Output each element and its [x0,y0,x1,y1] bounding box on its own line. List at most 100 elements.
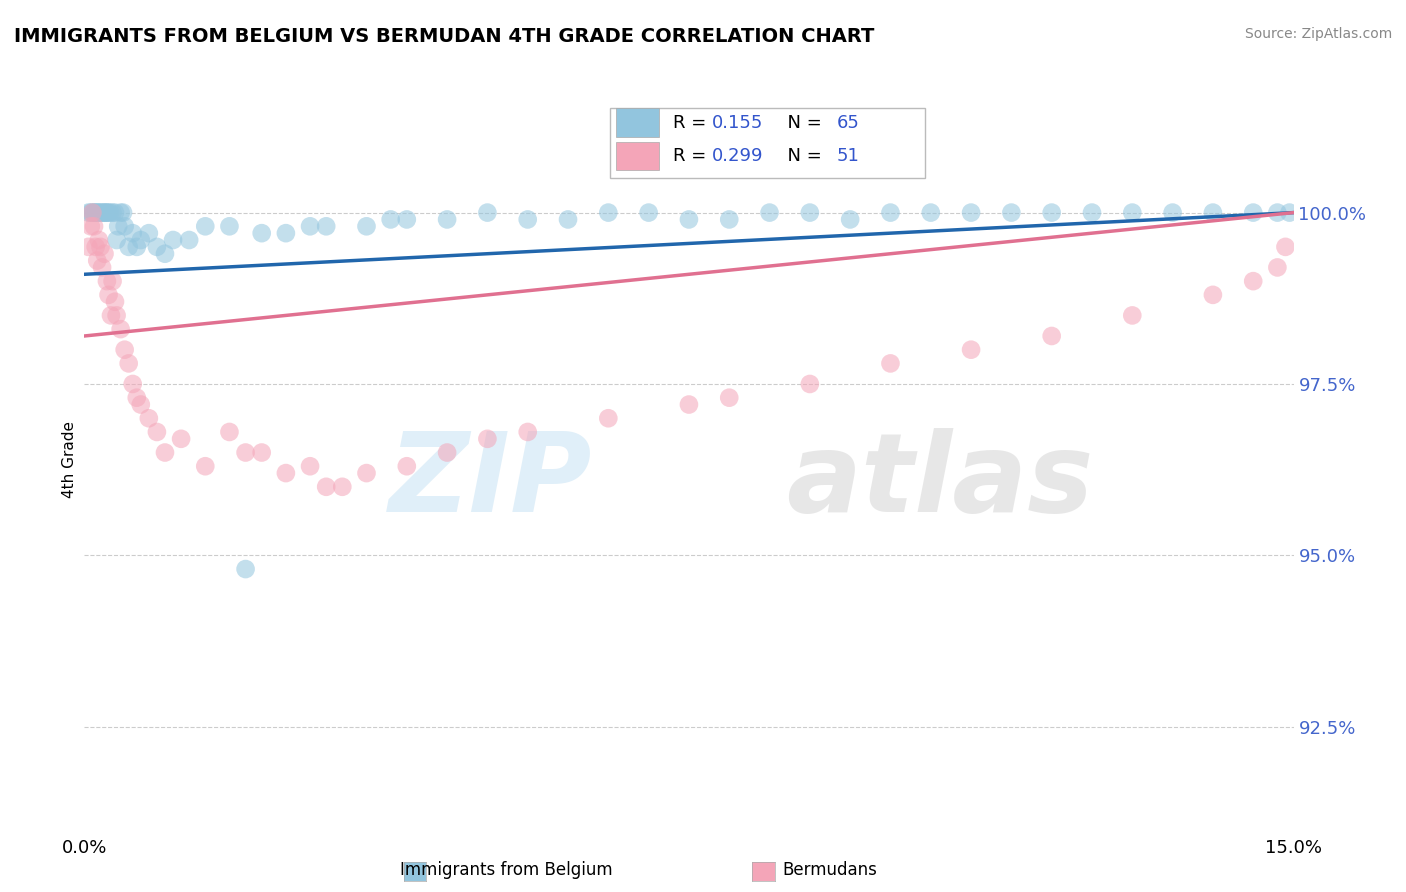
Y-axis label: 4th Grade: 4th Grade [62,421,77,498]
Point [104,205,127,219]
Point [274,226,297,240]
Point [436,212,458,227]
Point [879,356,901,370]
Point [77,240,100,254]
Point [1241,274,1264,288]
Point [250,226,273,240]
Point [97,288,120,302]
FancyBboxPatch shape [616,109,659,136]
Point [138,226,160,240]
Point [1040,205,1063,219]
Point [118,240,141,254]
Point [129,233,152,247]
Point [93,205,115,219]
Point [557,212,579,227]
Point [153,246,176,260]
Point [678,398,700,412]
Point [1241,205,1264,219]
Point [218,219,240,234]
Point [516,212,538,227]
Point [1278,205,1301,219]
Point [101,205,124,219]
Point [299,219,322,234]
Point [80,219,103,234]
Point [395,459,418,474]
Point [82,205,104,219]
Point [436,445,458,459]
Point [1040,329,1063,343]
Point [84,240,107,254]
Point [194,459,217,474]
Point [395,212,418,227]
Point [114,343,136,357]
Point [146,240,169,254]
Point [516,425,538,439]
Point [89,205,111,219]
Point [146,425,169,439]
Point [138,411,160,425]
Point [93,205,115,219]
Text: ZIP: ZIP [388,428,592,535]
Point [121,376,143,391]
Point [83,205,105,219]
Text: IMMIGRANTS FROM BELGIUM VS BERMUDAN 4TH GRADE CORRELATION CHART: IMMIGRANTS FROM BELGIUM VS BERMUDAN 4TH … [14,27,875,45]
Text: Immigrants from Belgium: Immigrants from Belgium [399,861,613,879]
Point [93,246,115,260]
Point [87,233,110,247]
Point [91,205,114,219]
Text: 65: 65 [837,113,859,131]
Point [89,240,111,254]
Point [1081,205,1104,219]
Point [105,309,128,323]
Point [107,219,129,234]
Point [82,205,104,219]
Point [91,260,114,275]
Point [235,562,257,576]
Point [194,219,217,234]
Point [104,294,127,309]
Point [83,219,105,234]
Point [121,226,143,240]
Text: 0.299: 0.299 [711,147,763,165]
Point [799,376,821,391]
Point [598,411,620,425]
Point [718,391,741,405]
Point [170,432,193,446]
Text: Bermudans: Bermudans [782,861,877,879]
FancyBboxPatch shape [616,142,659,169]
Point [330,480,353,494]
Point [179,233,201,247]
Point [1202,205,1225,219]
Point [960,343,983,357]
Point [1000,205,1022,219]
Point [839,212,862,227]
Point [80,205,103,219]
Point [110,205,132,219]
Point [153,445,176,459]
Point [960,205,983,219]
Point [637,205,659,219]
Point [129,398,152,412]
Point [315,480,337,494]
Point [477,432,499,446]
Point [1202,288,1225,302]
Point [162,233,184,247]
Text: R =: R = [673,147,713,165]
Point [315,219,337,234]
Text: atlas: atlas [786,428,1092,535]
Point [356,466,378,480]
Point [1121,205,1143,219]
Text: 0.155: 0.155 [711,113,763,131]
Point [125,240,148,254]
Point [879,205,901,219]
Point [1267,260,1289,275]
Point [100,309,122,323]
Point [97,205,120,219]
Point [96,274,118,288]
Point [799,205,821,219]
Point [77,205,100,219]
Point [250,445,273,459]
Point [758,205,780,219]
FancyBboxPatch shape [610,108,925,178]
Point [87,205,110,219]
